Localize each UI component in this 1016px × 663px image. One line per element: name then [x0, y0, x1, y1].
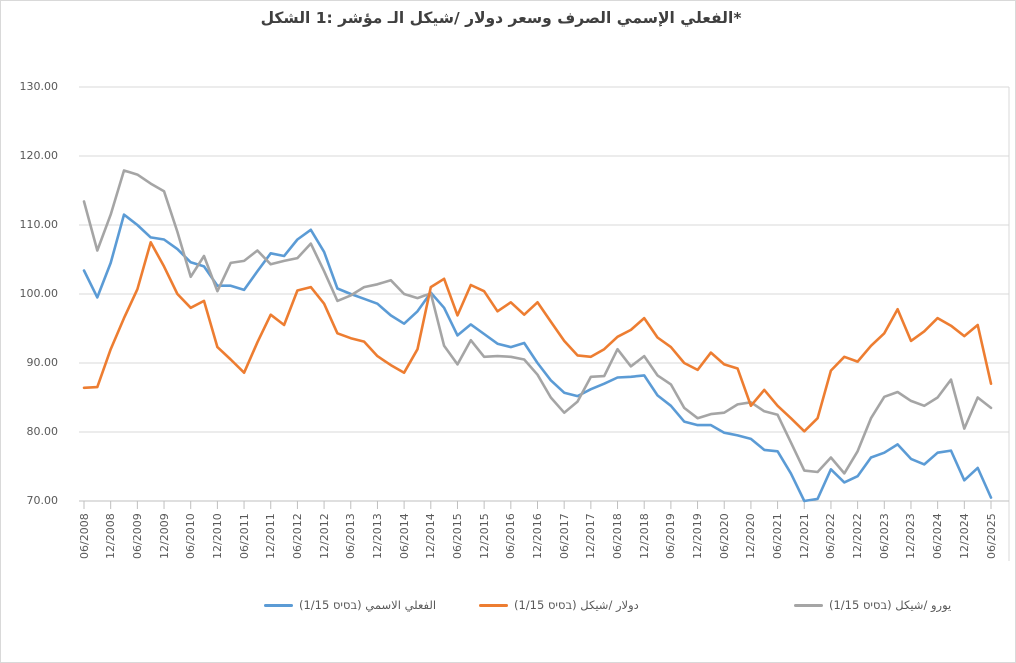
- x-axis-label: 12/2013: [370, 513, 384, 559]
- x-axis-label: 12/2024: [957, 513, 971, 559]
- series-line-shekel-dollar-index: [82, 241, 993, 433]
- x-axis-label: 12/2010: [210, 513, 224, 559]
- x-axis-label: 06/2020: [717, 513, 731, 559]
- x-axis-label: 06/2008: [77, 513, 91, 559]
- x-axis-label: 12/2020: [744, 513, 758, 559]
- x-axis-label: 12/2015: [477, 513, 491, 559]
- x-axis-label: 12/2011: [264, 513, 278, 559]
- x-axis-label: 06/2010: [184, 513, 198, 559]
- y-axis-label: 80.00: [26, 425, 59, 438]
- x-axis-label: 12/2016: [531, 513, 544, 559]
- y-axis-label: 120.00: [19, 149, 59, 162]
- x-axis-label: 12/2023: [904, 513, 918, 559]
- x-axis-label: 06/2023: [877, 513, 891, 559]
- x-axis-label: 12/2014: [424, 513, 438, 559]
- x-axis-label: 06/2018: [611, 513, 625, 559]
- x-axis-label: 12/2017: [584, 513, 598, 559]
- y-axis-label: 130.00: [19, 80, 59, 93]
- x-axis-label: 12/2021: [797, 513, 811, 559]
- x-axis-label: 06/2016: [504, 513, 518, 559]
- x-axis-label: 06/2015: [450, 513, 464, 559]
- x-axis-label: 06/2011: [237, 513, 251, 559]
- x-axis-label: 06/2009: [130, 513, 144, 559]
- y-axis-label: 100.00: [19, 287, 59, 300]
- x-axis-label: 06/2012: [290, 513, 304, 559]
- series-line-shekel-euro-index: [82, 169, 993, 475]
- y-axis-label: 90.00: [26, 356, 59, 369]
- chart-title: الشكل‎ 1:‎ مؤشر‎ الـ‎ شيكل/‎ دولار‎ وسعر…: [260, 9, 742, 27]
- x-axis-label: 06/2021: [771, 513, 785, 559]
- x-axis-label: 12/2008: [104, 513, 118, 559]
- x-axis-label: 12/2009: [157, 513, 171, 559]
- x-axis-label: 06/2024: [931, 513, 945, 559]
- series-line-nominal-effective-index: [82, 213, 993, 503]
- y-axis-label: 110.00: [19, 218, 59, 231]
- x-axis-label: 06/2019: [664, 513, 678, 559]
- x-axis-label: 12/2012: [317, 513, 331, 559]
- x-axis-label: 06/2025: [984, 513, 998, 559]
- x-axis-label: 06/2017: [557, 513, 571, 559]
- x-axis-label: 12/2019: [691, 513, 705, 559]
- y-axis-label: 70.00: [26, 494, 59, 507]
- x-axis-label: 12/2018: [637, 513, 651, 559]
- x-axis-label: 06/2022: [824, 513, 838, 559]
- x-axis-label: 06/2013: [344, 513, 358, 559]
- x-axis-label: 12/2022: [851, 513, 865, 559]
- x-axis-label: 06/2014: [397, 513, 411, 559]
